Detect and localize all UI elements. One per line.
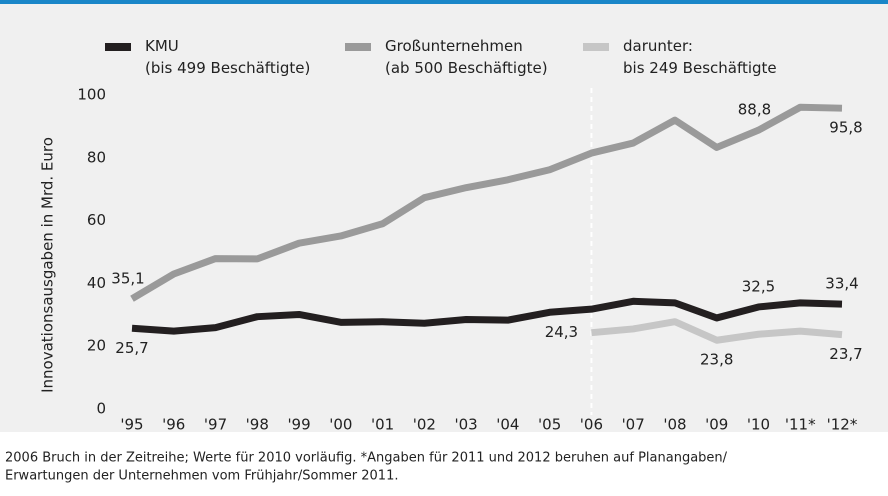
x-tick-label: '07 xyxy=(622,416,645,434)
data-label: 95,8 xyxy=(829,119,862,137)
data-label: 32,5 xyxy=(742,277,775,295)
x-tick-label: '12* xyxy=(827,416,858,434)
y-tick-label: 40 xyxy=(87,274,106,292)
legend-label: KMU (bis 499 Beschäftigte) xyxy=(145,37,310,77)
y-axis-label: Innovationsausgaben in Mrd. Euro xyxy=(39,137,57,393)
series-line xyxy=(591,318,843,344)
data-label: 25,7 xyxy=(115,339,148,357)
x-tick-label: '96 xyxy=(162,416,185,434)
data-label: 35,1 xyxy=(111,269,144,287)
x-tick-label: '01 xyxy=(371,416,394,434)
y-tick-label: 20 xyxy=(87,337,106,355)
chart-background xyxy=(0,4,888,432)
x-tick-label: '97 xyxy=(204,416,227,434)
x-tick-label: '95 xyxy=(120,416,143,434)
y-tick-label: 0 xyxy=(96,400,106,418)
top-stripe xyxy=(0,0,888,4)
data-label: 24,3 xyxy=(545,323,578,341)
y-tick-label: 60 xyxy=(87,211,106,229)
data-label: 88,8 xyxy=(738,101,771,119)
footnote: Erwartungen der Unternehmen vom Frühjahr… xyxy=(5,469,398,484)
legend-label: Großunternehmen (ab 500 Beschäftigte) xyxy=(385,37,548,77)
series-line xyxy=(130,103,843,302)
x-tick-label: '05 xyxy=(538,416,561,434)
x-tick-label: '98 xyxy=(246,416,269,434)
x-tick-label: '09 xyxy=(705,416,728,434)
series-line xyxy=(131,297,843,335)
x-tick-label: '02 xyxy=(413,416,436,434)
x-tick-label: '99 xyxy=(287,416,310,434)
y-tick-label: 100 xyxy=(77,86,106,104)
x-tick-label: '00 xyxy=(329,416,352,434)
x-tick-label: '03 xyxy=(455,416,478,434)
x-tick-label: '08 xyxy=(663,416,686,434)
data-label: 33,4 xyxy=(825,275,858,293)
x-tick-label: '06 xyxy=(580,416,603,434)
x-tick-label: '11* xyxy=(785,416,816,434)
y-tick-label: 80 xyxy=(87,148,106,166)
x-tick-label: '10 xyxy=(747,416,770,434)
legend-label: darunter: bis 249 Beschäftigte xyxy=(623,37,777,77)
data-label: 23,7 xyxy=(829,345,862,363)
x-tick-label: '04 xyxy=(496,416,519,434)
footnote: 2006 Bruch in der Zeitreihe; Werte für 2… xyxy=(5,451,728,466)
data-label: 23,8 xyxy=(700,351,733,369)
